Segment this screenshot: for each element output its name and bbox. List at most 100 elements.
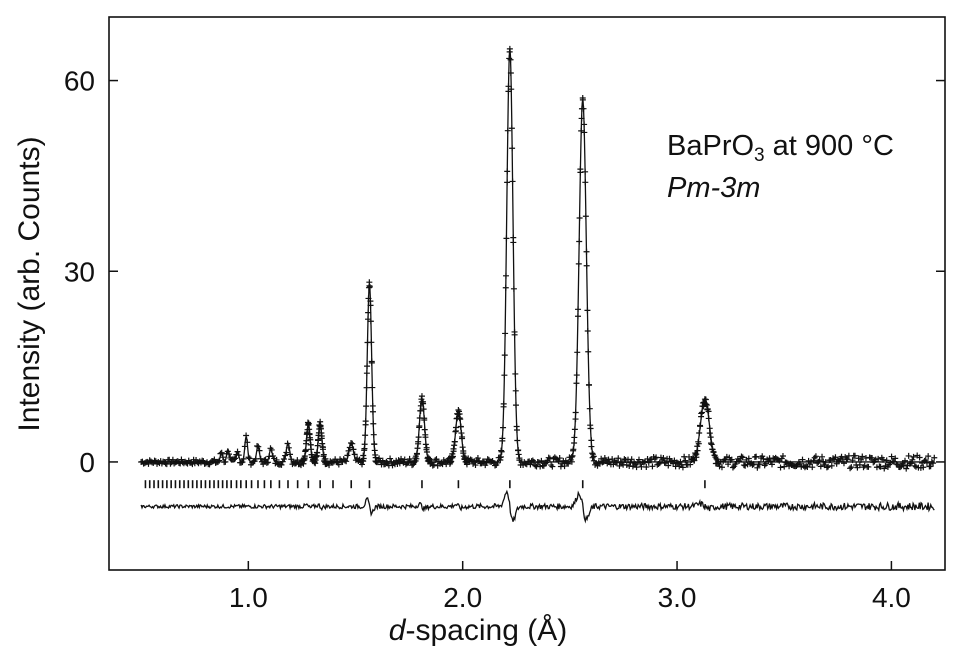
difference-curve (140, 489, 935, 524)
observed-point (588, 437, 595, 444)
observed-point (573, 372, 580, 379)
observed-point (704, 405, 711, 412)
observed-point (310, 456, 317, 463)
observed-point (715, 460, 722, 467)
observed-point (848, 464, 855, 471)
observed-point (655, 461, 662, 468)
observed-point (581, 121, 588, 128)
observed-point (810, 457, 817, 464)
observed-point (423, 449, 430, 456)
observed-point (497, 456, 504, 463)
observed-point (498, 448, 505, 455)
observed-point (822, 459, 829, 466)
observed-point (515, 447, 522, 454)
observed-point (582, 213, 589, 220)
observed-point (858, 456, 865, 463)
observed-point (500, 400, 507, 407)
observed-point (542, 460, 549, 467)
observed-point (587, 425, 594, 432)
observed-point (305, 420, 312, 427)
observed-point (710, 449, 717, 456)
x-tick-label: 3.0 (658, 582, 697, 613)
observed-point (370, 431, 377, 438)
observed-point (362, 432, 369, 439)
observed-point (218, 449, 225, 456)
observed-point (584, 307, 591, 314)
observed-point (367, 298, 374, 305)
observed-point (452, 428, 459, 435)
calculated-profile (141, 48, 935, 463)
observed-point (320, 451, 327, 458)
observed-point (922, 456, 929, 463)
observed-point (799, 456, 806, 463)
observed-point (512, 387, 519, 394)
observed-point (615, 455, 622, 462)
observed-point (282, 452, 289, 459)
observed-point (260, 461, 267, 468)
observed-point (505, 83, 512, 90)
observed-point (840, 460, 847, 467)
observed-point (812, 453, 819, 460)
observed-point (509, 178, 516, 185)
observed-point (341, 457, 348, 464)
observed-point (925, 453, 932, 460)
observed-point (222, 458, 229, 465)
observed-point (880, 456, 887, 463)
observed-point (499, 435, 506, 442)
observed-point (463, 458, 470, 465)
observed-point (368, 339, 375, 346)
observed-point (516, 457, 523, 464)
observed-point (510, 234, 517, 241)
observed-point (823, 464, 830, 471)
observed-point (573, 380, 580, 387)
observed-point (865, 463, 872, 470)
x-axis-label: d-spacing (Å) (0, 614, 956, 648)
observed-point (694, 443, 701, 450)
observed-point (923, 459, 930, 466)
observed-point (927, 463, 934, 470)
observed-point (702, 396, 709, 403)
x-tick-label: 2.0 (443, 582, 482, 613)
observed-point (549, 463, 556, 470)
observed-point (893, 460, 900, 467)
observed-point (501, 372, 508, 379)
observed-point (448, 458, 455, 465)
observed-point (421, 426, 428, 433)
observed-point (422, 441, 429, 448)
observed-point (635, 456, 642, 463)
observed-point (856, 461, 863, 468)
observed-point (503, 235, 510, 242)
observed-point (317, 418, 324, 425)
observed-point (432, 457, 439, 464)
observed-point (673, 459, 680, 466)
observed-point (901, 457, 908, 464)
observed-point (217, 450, 224, 457)
observed-point (578, 127, 585, 134)
observed-point (226, 451, 233, 458)
observed-point (459, 444, 466, 451)
observed-point (449, 454, 456, 461)
observed-point (506, 55, 513, 62)
observed-point (729, 464, 736, 471)
observed-point (387, 455, 394, 462)
observed-point (707, 440, 714, 447)
observed-point (506, 45, 513, 52)
observed-point (698, 413, 705, 420)
observed-point (284, 440, 291, 447)
observed-point (361, 447, 368, 454)
axis-ticks: 1.0 2.0 3.0 4.0 0 30 60 (64, 66, 945, 613)
observed-point (859, 453, 866, 460)
observed-point (930, 460, 937, 467)
observed-point (679, 464, 686, 471)
observed-point (462, 454, 469, 461)
observed-point (583, 248, 590, 255)
observed-point (793, 463, 800, 470)
observed-point (725, 461, 732, 468)
observed-point (897, 464, 904, 471)
observed-point (451, 438, 458, 445)
observed-point (584, 327, 591, 334)
observed-point (449, 453, 456, 460)
y-tick-label: 0 (79, 447, 95, 478)
observed-point (371, 441, 378, 448)
